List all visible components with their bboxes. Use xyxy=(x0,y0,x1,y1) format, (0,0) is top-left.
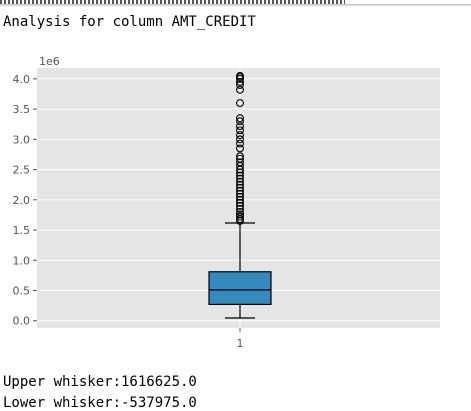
outlier-point xyxy=(236,126,244,135)
outlier-point xyxy=(236,80,244,89)
outlier-point xyxy=(236,180,244,189)
boxplot-chart: 0.0 0.5 1.0 1.5 2.0 2.5 3.0 3.5 4.0 1 1e6 xyxy=(13,55,440,350)
outlier-point xyxy=(236,114,244,123)
outlier-point xyxy=(236,174,244,183)
outlier-point xyxy=(236,183,244,192)
output-title-line: Analysis for column AMT_CREDIT xyxy=(3,14,256,30)
y-tick-label: 3.0 xyxy=(13,133,31,146)
x-axis: 1 xyxy=(237,328,244,350)
box-element xyxy=(208,222,272,319)
outlier-point xyxy=(236,207,244,216)
iqr-box xyxy=(208,271,272,306)
outlier-point xyxy=(236,152,244,161)
y-tick-label: 1.0 xyxy=(13,254,31,267)
x-tick-label: 1 xyxy=(237,337,244,350)
upper-whisker-line: Upper whisker:1616625.0 xyxy=(3,374,197,390)
outlier-point xyxy=(236,158,244,167)
y-axis: 0.0 0.5 1.0 1.5 2.0 2.5 3.0 3.5 4.0 xyxy=(13,73,37,328)
outlier-point xyxy=(236,198,244,207)
outlier-markers xyxy=(236,71,244,225)
outlier-point xyxy=(236,139,244,148)
outlier-point xyxy=(236,210,244,219)
outlier-point xyxy=(236,189,244,198)
y-tick-label: 1.5 xyxy=(13,224,31,237)
outlier-point xyxy=(236,171,244,180)
cell-top-shadow xyxy=(0,4,471,7)
outlier-point xyxy=(236,212,244,221)
y-offset-label: 1e6 xyxy=(39,55,60,68)
y-tick-label: 0.0 xyxy=(13,315,31,328)
outlier-point xyxy=(236,135,244,144)
outlier-point xyxy=(236,201,244,210)
cell-top-border xyxy=(0,0,471,7)
outlier-point xyxy=(236,131,244,140)
outlier-point xyxy=(236,71,244,80)
outlier-point xyxy=(236,117,244,126)
y-tick-label: 4.0 xyxy=(13,73,31,86)
outlier-point xyxy=(236,122,244,130)
outlier-point xyxy=(236,177,244,186)
cell-top-rule xyxy=(0,0,345,4)
lower-whisker-line: Lower whisker:-537975.0 xyxy=(3,395,197,411)
y-tick-label: 2.5 xyxy=(13,164,31,177)
y-tick-label: 3.5 xyxy=(13,103,31,116)
outlier-point xyxy=(236,192,244,201)
outlier-point xyxy=(236,99,244,108)
outlier-point xyxy=(236,204,244,213)
outlier-point xyxy=(236,195,244,204)
y-tick-label: 0.5 xyxy=(13,285,31,298)
outlier-point xyxy=(236,144,244,153)
outlier-point xyxy=(236,154,244,163)
outlier-point xyxy=(236,186,244,195)
y-tick-label: 2.0 xyxy=(13,194,31,207)
outlier-point xyxy=(236,85,244,94)
grid-lines xyxy=(37,68,440,328)
outlier-point xyxy=(236,77,244,86)
